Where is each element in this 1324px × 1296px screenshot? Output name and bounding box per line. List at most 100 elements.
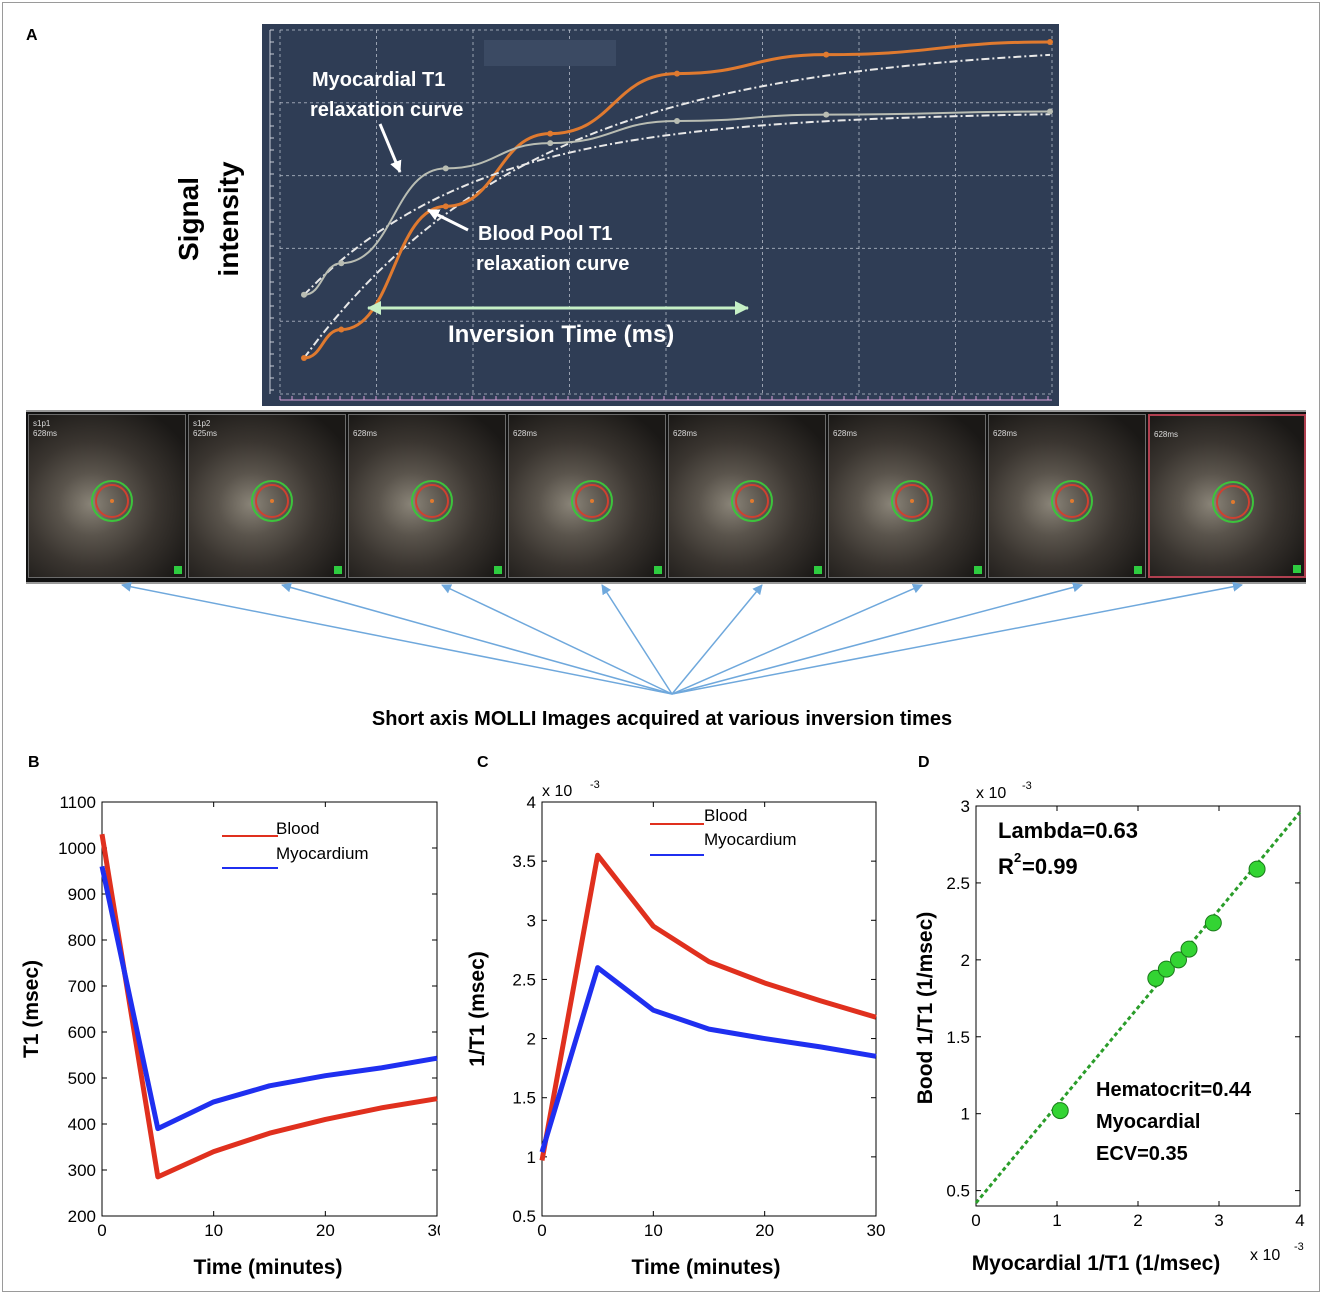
panel-a-myo-point: [547, 140, 554, 147]
molli-caption: Short axis MOLLI Images acquired at vari…: [371, 708, 953, 730]
molli-pointer-arrow: [671, 584, 923, 695]
molli-image-label: s1p1 628ms: [33, 419, 57, 439]
blood-t1-line: [99, 833, 438, 1180]
panel-a-myo-point: [301, 291, 307, 298]
panel-a-myo-curve: [303, 110, 1051, 296]
molli-image-ti: 628ms: [513, 429, 538, 438]
x-tick-label: 10: [204, 1221, 223, 1240]
panel-a-plot: Myocardial T1 relaxation curve Blood Pool …: [269, 29, 1053, 401]
y-tick-label: 3: [527, 911, 536, 930]
molli-image-ti: 628ms: [353, 429, 378, 438]
panel-a-myo-point: [674, 118, 680, 124]
molli-image-label: 628ms: [353, 419, 377, 439]
legend-myocardium-label: Myocardium: [704, 830, 797, 849]
panel-b-letter: B: [28, 754, 40, 771]
panel-a-myo-point: [1047, 108, 1053, 115]
y-tick-label: 2.5: [946, 874, 970, 893]
panel-d-data-point: [1170, 951, 1187, 969]
panel-c-multiplier-exp: -3: [590, 779, 600, 791]
panel-d-ecv: ECV=0.35: [1096, 1143, 1188, 1165]
y-tick-label: 0.5: [946, 1182, 970, 1201]
endocardial-contour: [1216, 485, 1251, 519]
panel-d-data-point: [1051, 1102, 1069, 1120]
panel-d-ylabel: Bood 1/T1 (1/msec): [914, 912, 937, 1105]
panel-a-letter: A: [26, 27, 38, 44]
panel-a-myo-fit-curve: [303, 113, 1051, 296]
image-status-square: [654, 566, 662, 574]
image-status-square: [174, 566, 182, 574]
panel-b-ylabel: T1 (msec): [20, 960, 43, 1058]
panel-b-chart: 0 10 20 30 200 300 400 500 600 700 800 900 1000 1100 B…: [20, 793, 440, 1279]
legend-myocardium-label: Myocardium: [276, 844, 369, 863]
panel-d-x-multiplier: x 10: [1250, 1247, 1280, 1264]
molli-image: 628ms: [668, 414, 826, 578]
panel-a-blood-point: [301, 355, 307, 361]
panel-a-blood-point: [823, 51, 830, 58]
molli-image-label: 628ms: [513, 419, 537, 439]
panel-c-xlabel: Time (minutes): [632, 1256, 781, 1279]
molli-image-ti: 628ms: [33, 429, 58, 438]
molli-image-label: 628ms: [673, 419, 697, 439]
endocardial-contour: [1055, 484, 1090, 518]
molli-image-series: s1p2: [193, 419, 211, 428]
panel-a-myo-point: [823, 111, 830, 118]
panel-a-myo-label-line2: relaxation curve: [310, 99, 463, 121]
panel-a-ylabel-area: Signal intensity: [173, 161, 244, 277]
lv-center-marker: [910, 499, 915, 503]
panel-a-ylabel-line2: intensity: [213, 161, 244, 277]
y-tick-label: 300: [68, 1161, 96, 1180]
legend-blood-label: Blood: [276, 819, 319, 838]
endocardial-contour: [735, 484, 770, 518]
x-tick-label: 20: [316, 1221, 335, 1240]
panel-a-blood-label-line2: relaxation curve: [476, 253, 629, 275]
panel-d-letter: D: [918, 754, 930, 771]
x-tick-label: 30: [428, 1221, 440, 1240]
molli-image: 628ms: [508, 414, 666, 578]
molli-image-ti: 628ms: [993, 429, 1018, 438]
myocardium-t1-line: [99, 865, 438, 1132]
panel-d-r2-value: =0.99: [1022, 854, 1078, 879]
molli-image-label: s1p2 625ms: [193, 419, 217, 439]
molli-image: s1p2 625ms: [188, 414, 346, 578]
x-tick-label: 10: [644, 1221, 663, 1240]
molli-image: s1p1 628ms: [28, 414, 186, 578]
panel-a-blood-point: [674, 70, 680, 77]
x-tick-label: 2: [1133, 1211, 1142, 1230]
panel-a-blood-point: [442, 203, 449, 210]
blood-inv-t1-line: [539, 852, 877, 1161]
panel-d-lambda: Lambda=0.63: [998, 818, 1138, 843]
x-tick-label: 1: [1052, 1211, 1061, 1230]
molli-image-label: 628ms: [1154, 420, 1178, 440]
y-tick-label: 0.5: [512, 1207, 536, 1226]
y-tick-label: 500: [68, 1069, 96, 1088]
molli-pointer-arrow: [671, 581, 1243, 695]
panel-c-ylabel: 1/T1 (msec): [466, 951, 489, 1067]
panel-d-r2-prefix: R: [998, 854, 1014, 879]
molli-pointer-arrow: [601, 584, 673, 695]
molli-pointer-arrow: [281, 582, 673, 695]
panel-c-multiplier: x 10: [542, 783, 572, 800]
panel-d-data-point: [1180, 940, 1198, 958]
molli-image-series: s1p1: [33, 419, 51, 428]
endocardial-contour: [255, 484, 290, 518]
x-tick-label: 0: [97, 1221, 106, 1240]
panel-d-r2-sup: 2: [1014, 850, 1021, 865]
panel-d-data-point: [1157, 960, 1175, 978]
image-status-square: [334, 566, 342, 574]
molli-image-ti: 628ms: [833, 429, 858, 438]
panel-a-chart: Myocardial T1 relaxation curve Blood Pool …: [262, 24, 1059, 406]
panel-c-letter: C: [477, 754, 489, 771]
panel-a-myo-label-line1: Myocardial T1: [312, 69, 445, 91]
plot-frame: [541, 801, 877, 1217]
molli-pointer-arrow: [121, 581, 673, 695]
molli-image-label: 628ms: [833, 419, 857, 439]
lv-center-marker: [750, 499, 755, 503]
lv-center-marker: [590, 499, 595, 503]
x-tick-label: 3: [1214, 1211, 1223, 1230]
image-status-square: [1134, 566, 1142, 574]
y-tick-label: 1100: [59, 793, 96, 812]
endocardial-contour: [415, 484, 450, 518]
y-tick-label: 3: [961, 797, 970, 816]
panel-a-blurred-box: [484, 40, 616, 66]
